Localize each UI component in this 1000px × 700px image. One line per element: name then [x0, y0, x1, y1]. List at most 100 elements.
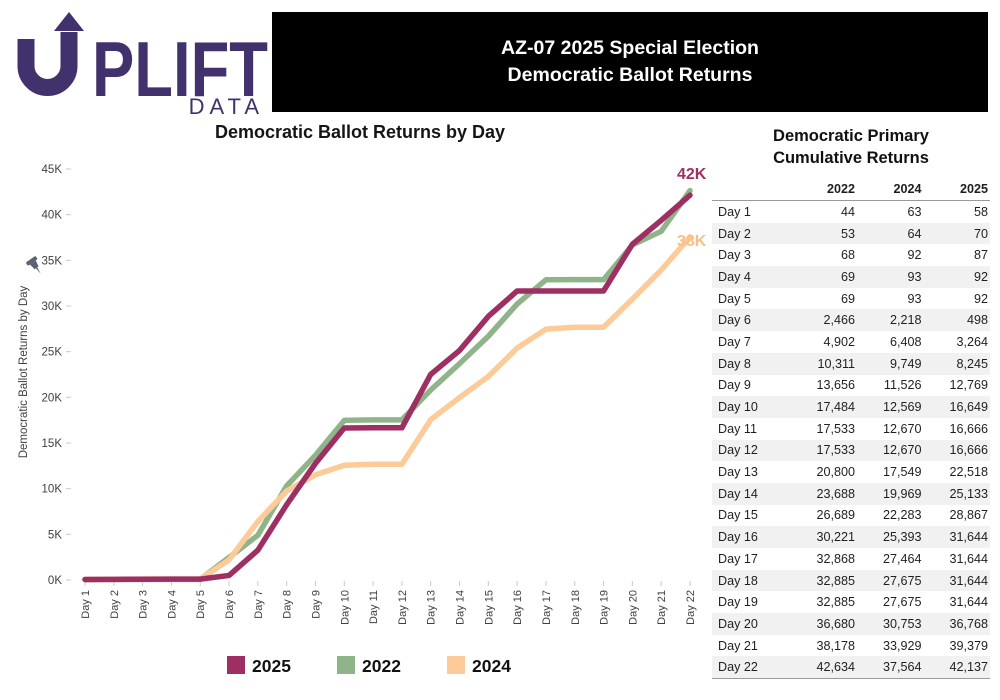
x-tick-label: Day 20 — [627, 590, 639, 625]
value-cell: 70 — [973, 226, 988, 241]
table-row[interactable]: Day 13 20,800 17,549 22,518 — [712, 461, 990, 483]
value-cell: 9,749 — [889, 356, 922, 371]
table-row[interactable]: Day 9 13,656 11,526 12,769 — [712, 375, 990, 397]
value-cell: 19,969 — [882, 486, 922, 501]
column-header-2025: 2025 — [923, 180, 990, 201]
value-cell: 17,549 — [882, 465, 922, 480]
legend-item-2025[interactable]: 2025 — [227, 656, 291, 676]
value-cell: 92 — [907, 248, 922, 263]
annotation-42K: 42K — [677, 166, 707, 183]
day-label-cell: Day 2 — [718, 226, 751, 241]
day-label-cell: Day 18 — [718, 573, 758, 588]
y-tick-label: 30K — [42, 301, 63, 313]
value-cell: 22,518 — [949, 465, 988, 480]
value-cell: 11,526 — [883, 378, 922, 393]
table-row[interactable]: Day 10 17,484 12,569 16,649 — [712, 396, 990, 418]
x-tick-label: Day 14 — [455, 590, 467, 625]
value-cell: 16,666 — [949, 443, 988, 458]
day-label-cell: Day 1 — [718, 204, 751, 219]
value-cell: 32,885 — [816, 573, 856, 588]
y-tick-label: 15K — [42, 438, 63, 450]
value-cell: 36,680 — [816, 616, 856, 631]
value-cell: 25,133 — [949, 486, 988, 501]
banner-line2: Democratic Ballot Returns — [507, 64, 753, 86]
table-row[interactable]: Day 21 38,178 33,929 39,379 — [712, 635, 990, 657]
x-tick-label: Day 8 — [282, 590, 294, 619]
value-cell: 42,137 — [923, 656, 990, 680]
legend-item-2022[interactable]: 2022 — [337, 656, 401, 676]
value-cell: 36,768 — [949, 616, 988, 631]
table-row[interactable]: Day 15 26,689 22,283 28,867 — [712, 505, 990, 527]
value-cell: 12,670 — [882, 421, 922, 436]
value-cell: 33,929 — [882, 638, 922, 653]
legend-item-2024[interactable]: 2024 — [447, 656, 511, 676]
value-cell: 31,644 — [949, 573, 988, 588]
day-label-cell: Day 11 — [718, 421, 757, 436]
table-row[interactable]: Day 22 42,634 37,564 42,137 — [712, 656, 990, 680]
table-row[interactable]: Day 14 23,688 19,969 25,133 — [712, 482, 990, 505]
value-cell: 31,644 — [949, 595, 988, 610]
day-label-cell: Day 14 — [718, 486, 758, 501]
value-cell: 39,379 — [949, 638, 988, 653]
value-cell: 32,885 — [816, 595, 856, 610]
day-label-cell: Day 22 — [712, 656, 791, 680]
table-row[interactable]: Day 5 69 93 92 — [712, 288, 990, 310]
value-cell: 27,675 — [882, 573, 922, 588]
pin-icon[interactable] — [26, 256, 46, 278]
x-tick-label: Day 4 — [166, 590, 178, 619]
value-cell: 30,221 — [816, 530, 856, 545]
value-cell: 93 — [907, 291, 922, 306]
y-tick-label: 25K — [42, 347, 63, 359]
day-label-cell: Day 20 — [718, 616, 758, 631]
x-tick-label: Day 21 — [656, 590, 668, 625]
table-row[interactable]: Day 6 2,466 2,218 498 — [712, 309, 990, 332]
value-cell: 27,675 — [882, 595, 922, 610]
table-row[interactable]: Day 3 68 92 87 — [712, 244, 990, 266]
table-row[interactable]: Day 7 4,902 6,408 3,264 — [712, 331, 990, 353]
table-row[interactable]: Day 12 17,533 12,670 16,666 — [712, 439, 990, 462]
day-label-cell: Day 12 — [718, 443, 758, 458]
table-row[interactable]: Day 20 36,680 30,753 36,768 — [712, 613, 990, 635]
legend-label: 2022 — [362, 656, 401, 676]
table-row[interactable]: Day 1 44 63 58 — [712, 201, 990, 223]
day-column-header — [712, 180, 791, 201]
series-line-2025[interactable] — [82, 192, 693, 583]
table-row[interactable]: Day 11 17,533 12,670 16,666 — [712, 418, 990, 440]
value-cell: 31,644 — [949, 551, 988, 566]
day-label-cell: Day 13 — [718, 465, 758, 480]
table-row[interactable]: Day 4 69 93 92 — [712, 266, 990, 288]
value-cell: 22,283 — [882, 508, 922, 523]
x-tick-label: Day 22 — [685, 590, 697, 625]
logo-subtext: DATA — [188, 94, 264, 119]
table-row[interactable]: Day 19 32,885 27,675 31,644 — [712, 591, 990, 613]
x-tick-label: Day 12 — [397, 590, 409, 625]
day-label-cell: Day 15 — [718, 508, 758, 523]
day-label-cell: Day 19 — [718, 595, 758, 610]
y-tick-label: 20K — [42, 392, 63, 404]
table-row[interactable]: Day 18 32,885 27,675 31,644 — [712, 569, 990, 592]
value-cell: 58 — [973, 204, 988, 219]
value-cell: 17,533 — [816, 443, 856, 458]
value-cell: 12,769 — [949, 378, 988, 393]
chart-title: Democratic Ballot Returns by Day — [214, 122, 506, 142]
x-tick-label: Day 17 — [541, 590, 553, 625]
series-line-2022[interactable] — [82, 187, 693, 583]
value-cell: 6,408 — [889, 334, 922, 349]
x-tick-label: Day 15 — [483, 590, 495, 625]
day-label-cell: Day 17 — [718, 551, 758, 566]
value-cell: 2,218 — [889, 313, 922, 328]
table-row[interactable]: Day 17 32,868 27,464 31,644 — [712, 548, 990, 570]
x-tick-label: Day 10 — [339, 590, 351, 625]
table-row[interactable]: Day 2 53 64 70 — [712, 222, 990, 245]
value-cell: 32,868 — [816, 551, 856, 566]
value-cell: 27,464 — [882, 551, 922, 566]
value-cell: 8,245 — [956, 356, 988, 371]
uplift-logo: PLIFT DATA — [10, 8, 272, 119]
y-tick-label: 0K — [48, 575, 62, 587]
banner-line1: AZ-07 2025 Special Election — [501, 37, 759, 59]
table-title-line1: Democratic Primary — [773, 127, 929, 145]
table-row[interactable]: Day 16 30,221 25,393 31,644 — [712, 526, 990, 548]
x-tick-label: Day 11 — [368, 590, 380, 624]
value-cell: 30,753 — [882, 616, 922, 631]
table-row[interactable]: Day 8 10,311 9,749 8,245 — [712, 352, 990, 375]
